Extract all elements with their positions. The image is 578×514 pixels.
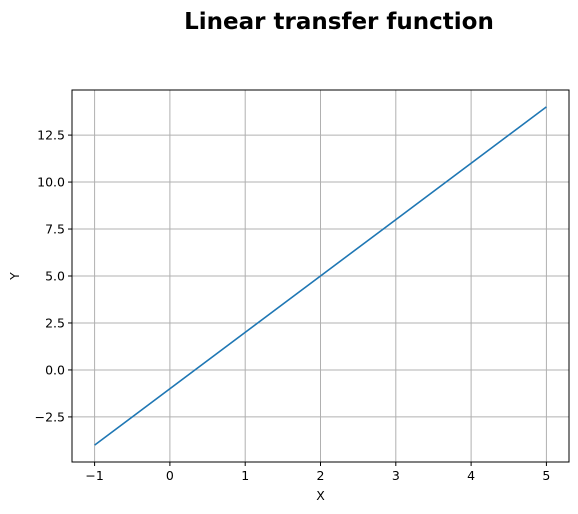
x-axis-label: X <box>316 488 325 503</box>
tick-layer: −1 0 1 2 3 4 5 −2.5 0.0 2.5 5.0 7.5 10.0 12.5 <box>35 128 551 483</box>
x-tick-label: 5 <box>542 468 550 483</box>
x-tick-label: 4 <box>467 468 475 483</box>
y-tick-label: 10.0 <box>37 175 65 190</box>
x-tick-label: −1 <box>85 468 103 483</box>
y-tick-label: 7.5 <box>45 222 65 237</box>
y-tick-label: 2.5 <box>45 315 65 330</box>
x-tick-label: 1 <box>241 468 249 483</box>
y-tick-label: 0.0 <box>45 362 65 377</box>
x-tick-label: 3 <box>392 468 400 483</box>
y-tick-label: −2.5 <box>35 409 65 424</box>
chart-title: Linear transfer function <box>184 9 494 35</box>
y-tick-label: 12.5 <box>37 128 65 143</box>
x-tick-label: 2 <box>317 468 325 483</box>
y-axis-label: Y <box>7 272 22 281</box>
x-tick-label: 0 <box>166 468 174 483</box>
series-line-0 <box>94 106 547 446</box>
series-layer <box>94 106 547 446</box>
y-tick-label: 5.0 <box>45 269 65 284</box>
grid-layer <box>72 90 569 462</box>
